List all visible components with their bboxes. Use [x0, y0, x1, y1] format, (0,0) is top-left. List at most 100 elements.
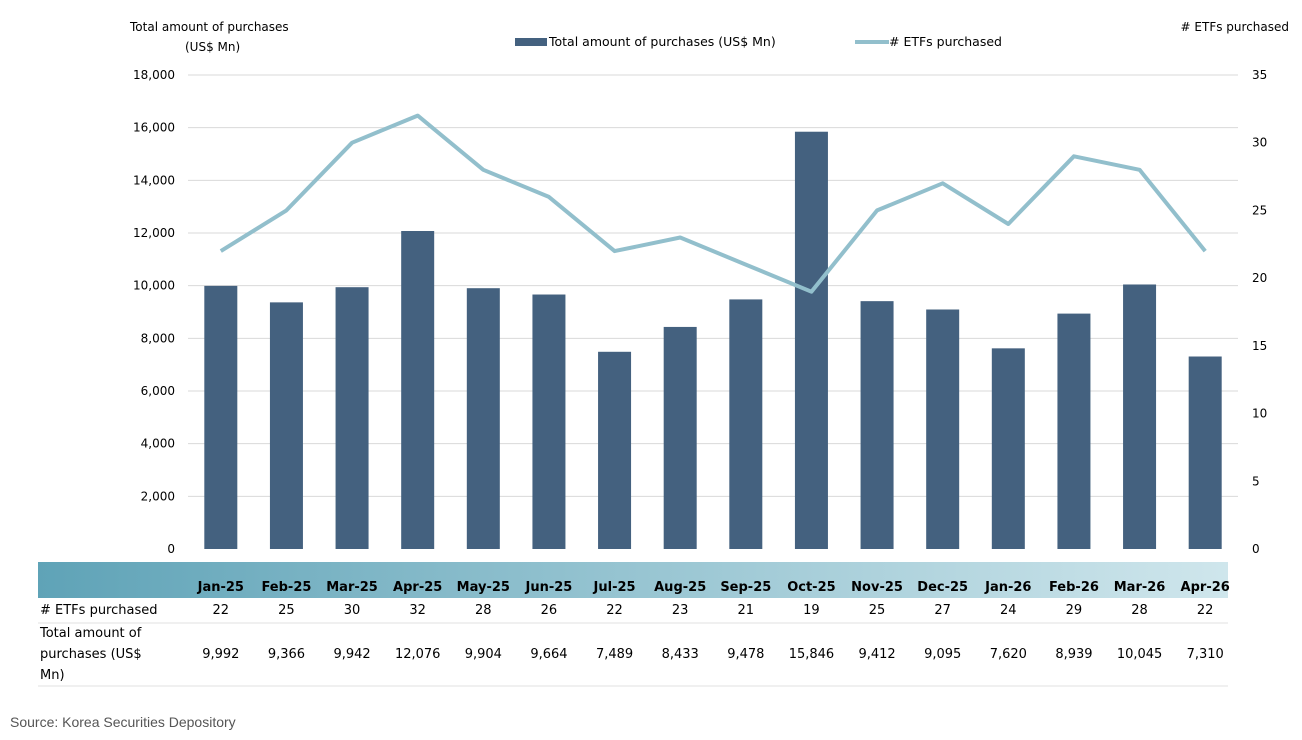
table-cell-etf: 21	[738, 603, 755, 618]
table-cell-amount: 9,664	[530, 647, 567, 662]
table-cell-amount: 9,992	[202, 647, 239, 662]
table-cell-amount: 9,095	[924, 647, 961, 662]
right-axis-ticks: 0 5 10 15 20 25 30 35	[1252, 68, 1267, 556]
left-tick-label: 16,000	[133, 121, 175, 135]
left-axis-title-line2: (US$ Mn)	[185, 40, 240, 54]
right-axis-title: # ETFs purchased	[1181, 20, 1289, 34]
right-tick-label: 5	[1252, 474, 1260, 488]
bar	[269, 302, 303, 549]
category-label: Jan-26	[984, 580, 1031, 595]
bar	[204, 285, 238, 549]
bar	[794, 131, 828, 550]
table-header-band	[38, 562, 1228, 598]
table-cell-etf: 26	[541, 603, 558, 618]
category-label: Dec-25	[917, 580, 968, 595]
table-cell-etf: 29	[1066, 603, 1083, 618]
table-row-amount-label-1: Total amount of	[39, 626, 142, 641]
table-row-amount-label-3: Mn)	[40, 668, 65, 683]
right-tick-label: 0	[1252, 542, 1260, 556]
category-label: Apr-26	[1181, 580, 1230, 595]
bar	[663, 326, 697, 549]
source-note: Source: Korea Securities Depository	[10, 714, 236, 730]
table-cell-amount: 7,620	[990, 647, 1027, 662]
table-cell-amount: 15,846	[789, 647, 835, 662]
category-label: Oct-25	[787, 580, 835, 595]
table-row-amount-label-2: purchases (US$	[40, 647, 142, 662]
bar	[729, 299, 763, 549]
left-axis-ticks: 0 2,000 4,000 6,000 8,000 10,000 12,000 14,000 1…	[133, 68, 175, 556]
table-cell-etf: 19	[803, 603, 820, 618]
table-cell-etf: 28	[475, 603, 492, 618]
left-tick-label: 18,000	[133, 68, 175, 82]
category-label: Jun-25	[525, 580, 573, 595]
etf-line-series	[219, 113, 1207, 294]
table-cell-etf: 22	[213, 603, 230, 618]
left-tick-label: 14,000	[133, 173, 175, 187]
table-cell-amount: 12,076	[395, 647, 441, 662]
table-cell-amount: 9,904	[465, 647, 502, 662]
table-row-etf-label: # ETFs purchased	[40, 603, 158, 618]
table-cell-amount: 8,433	[662, 647, 699, 662]
bar	[532, 294, 566, 549]
right-tick-label: 30	[1252, 136, 1267, 150]
bar	[335, 287, 369, 549]
bar	[860, 301, 894, 549]
table-cell-etf: 25	[278, 603, 295, 618]
category-label: Jul-25	[593, 580, 636, 595]
left-tick-label: 8,000	[141, 331, 175, 345]
category-label: Mar-25	[326, 580, 378, 595]
category-label: Aug-25	[654, 580, 706, 595]
legend-line-label: # ETFs purchased	[889, 34, 1002, 49]
left-tick-label: 6,000	[141, 384, 175, 398]
bar	[1188, 356, 1222, 549]
left-tick-label: 10,000	[133, 279, 175, 293]
table-cell-amount: 10,045	[1117, 647, 1163, 662]
right-tick-label: 15	[1252, 339, 1267, 353]
category-label: Sep-25	[720, 580, 771, 595]
bar	[926, 309, 960, 549]
table-cell-etf: 25	[869, 603, 886, 618]
table-cell-etf: 22	[606, 603, 623, 618]
category-label: Mar-26	[1114, 580, 1166, 595]
right-tick-label: 10	[1252, 407, 1267, 421]
table-cell-etf: 23	[672, 603, 689, 618]
bar-series	[204, 131, 1222, 550]
legend: Total amount of purchases (US$ Mn) # ETF…	[515, 34, 1002, 49]
table-cell-amount: 9,478	[727, 647, 764, 662]
left-axis-title-line1: Total amount of purchases	[129, 20, 289, 34]
bar	[401, 230, 435, 550]
table-cell-etf: 27	[934, 603, 951, 618]
left-tick-label: 2,000	[141, 489, 175, 503]
category-labels: Jan-25 Feb-25 Mar-25 Apr-25 May-25 Jun-25 Jul-…	[197, 580, 1230, 595]
table-cell-etf: 22	[1197, 603, 1214, 618]
table-cell-amount: 7,310	[1187, 647, 1224, 662]
right-tick-label: 25	[1252, 203, 1267, 217]
table-cell-amount: 9,366	[268, 647, 305, 662]
left-tick-label: 4,000	[141, 437, 175, 451]
table-cell-amount: 9,942	[333, 647, 370, 662]
category-label: Feb-25	[261, 580, 311, 595]
table-row-etf-values: 22 25 30 32 28 26 22 23 21 19 25 27 24 29 28 22	[213, 603, 1214, 618]
bar	[466, 288, 500, 549]
category-label: Jan-25	[197, 580, 244, 595]
table-cell-etf: 28	[1131, 603, 1148, 618]
left-tick-label: 12,000	[133, 226, 175, 240]
left-tick-label: 0	[167, 542, 175, 556]
category-label: Apr-25	[393, 580, 442, 595]
bar	[1057, 313, 1091, 549]
table-row-amount-values: 9,992 9,366 9,942 12,076 9,904 9,664 7,489 8,43…	[202, 647, 1224, 662]
table-cell-etf: 32	[409, 603, 426, 618]
category-label: Feb-26	[1049, 580, 1099, 595]
table-cell-amount: 8,939	[1055, 647, 1092, 662]
table-cell-amount: 9,412	[858, 647, 895, 662]
table-cell-amount: 7,489	[596, 647, 633, 662]
category-label: May-25	[457, 580, 510, 595]
legend-bar-swatch	[515, 38, 547, 46]
bar	[598, 351, 632, 549]
legend-bar-label: Total amount of purchases (US$ Mn)	[548, 34, 776, 49]
category-label: Nov-25	[851, 580, 903, 595]
right-tick-label: 20	[1252, 271, 1267, 285]
table-cell-etf: 30	[344, 603, 361, 618]
bar	[991, 348, 1025, 549]
